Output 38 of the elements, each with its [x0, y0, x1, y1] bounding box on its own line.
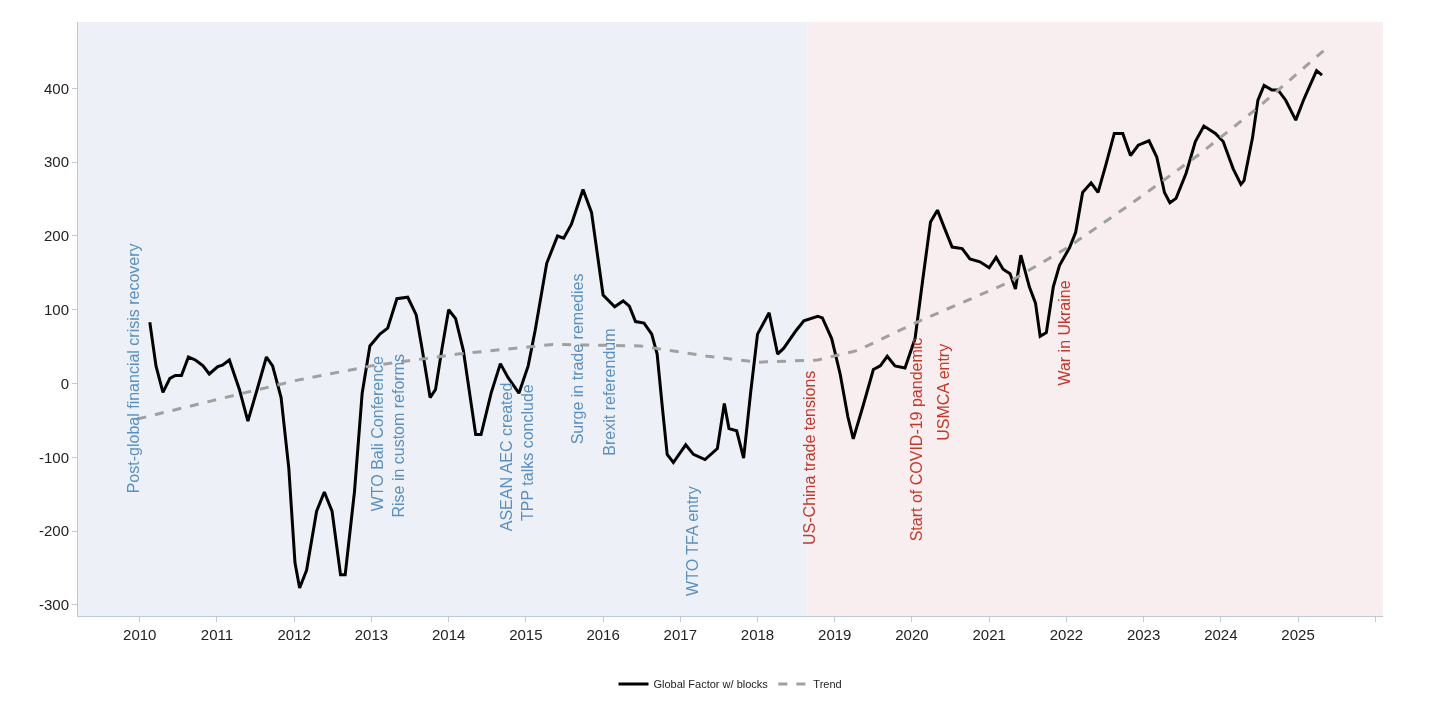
annotation: War in Ukraine: [1056, 280, 1074, 386]
y-tick-label: -300: [38, 596, 69, 614]
legend-label: Global Factor w/ blocks: [653, 678, 769, 691]
x-tick-label: 2017: [663, 626, 697, 643]
x-tick-label: 2018: [740, 626, 775, 643]
x-tick-label: 2022: [1049, 626, 1084, 643]
y-tick-label: 300: [43, 153, 69, 171]
x-tick-label: 2012: [277, 626, 311, 643]
y-tick-label: 0: [60, 374, 69, 392]
x-tick-label: 2014: [431, 626, 466, 643]
annotation: Post-global financial crisis recovery: [124, 243, 142, 494]
annotation: Brexit referendum: [601, 328, 619, 456]
annotation: ASEAN AEC created: [498, 382, 516, 532]
x-tick-label: 2023: [1126, 626, 1161, 643]
x-tick-label: 2019: [818, 626, 852, 643]
annotation: TPP talks conclude: [518, 384, 536, 521]
annotation: Surge in trade remedies: [568, 273, 586, 445]
x-tick-label: 2010: [123, 626, 157, 643]
x-tick-label: 2011: [200, 626, 234, 643]
x-tick-label: 2024: [1204, 626, 1238, 643]
annotation: US-China trade tensions: [800, 370, 818, 545]
x-tick-label: 2013: [354, 626, 389, 643]
annotation: Rise in custom reforms: [390, 353, 408, 518]
annotation: WTO Bali Conference: [369, 355, 387, 512]
annotation: Start of COVID-19 pandemic: [908, 337, 926, 542]
legend-label: Trend: [813, 678, 842, 691]
x-tick-label: 2016: [586, 626, 620, 643]
y-tick-label: -200: [38, 522, 69, 540]
x-tick-label: 2021: [972, 626, 1006, 643]
x-tick-label: 2025: [1281, 626, 1315, 643]
annotation: WTO TFA entry: [684, 486, 702, 596]
annotation: USMCA entry: [935, 343, 953, 441]
x-tick-label: 2020: [895, 626, 929, 643]
x-tick-label: 2015: [509, 626, 543, 643]
y-tick-label: 200: [43, 227, 69, 245]
y-tick-label: -100: [38, 448, 69, 466]
y-tick-label: 100: [43, 301, 69, 319]
y-tick-label: 400: [43, 79, 69, 97]
